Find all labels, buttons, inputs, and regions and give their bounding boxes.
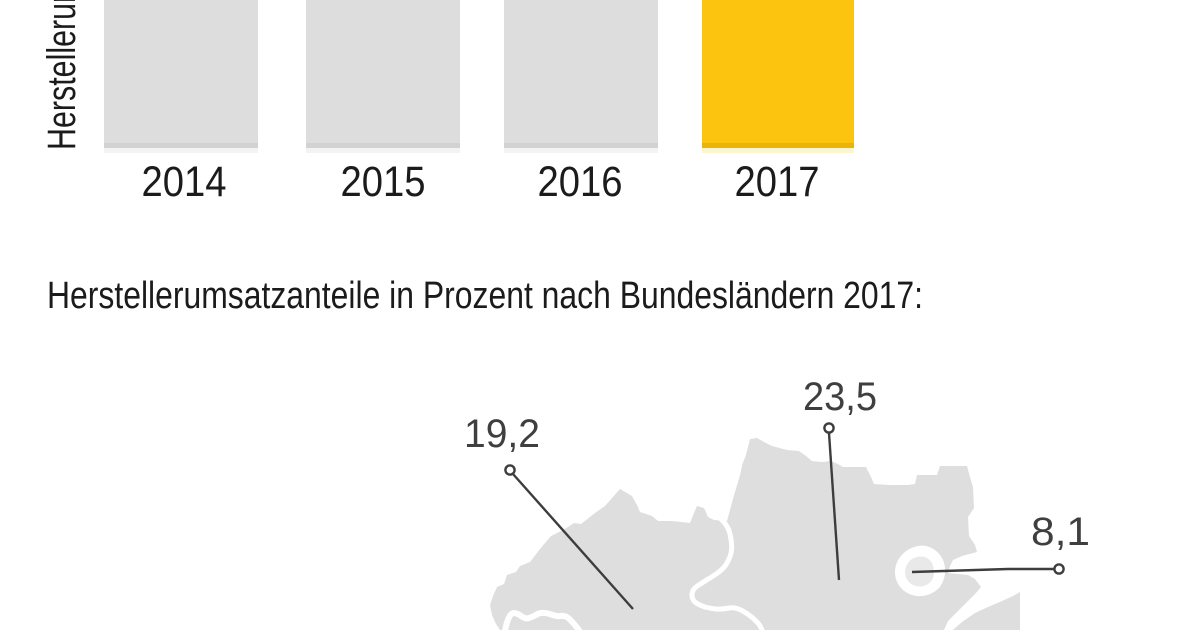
svg-text:19,2: 19,2 <box>464 412 540 456</box>
svg-text:23,5: 23,5 <box>803 375 877 419</box>
svg-text:2017: 2017 <box>735 158 820 206</box>
svg-text:Herstellerumsatzanteile in Pro: Herstellerumsatzanteile in Prozent nach … <box>47 275 923 317</box>
svg-text:2016: 2016 <box>538 158 623 206</box>
svg-text:8,1: 8,1 <box>1031 510 1090 554</box>
svg-text:Herstellerumsatzan: Herstellerumsatzan <box>40 0 84 150</box>
svg-text:2014: 2014 <box>142 158 227 206</box>
svg-text:2015: 2015 <box>341 158 426 206</box>
